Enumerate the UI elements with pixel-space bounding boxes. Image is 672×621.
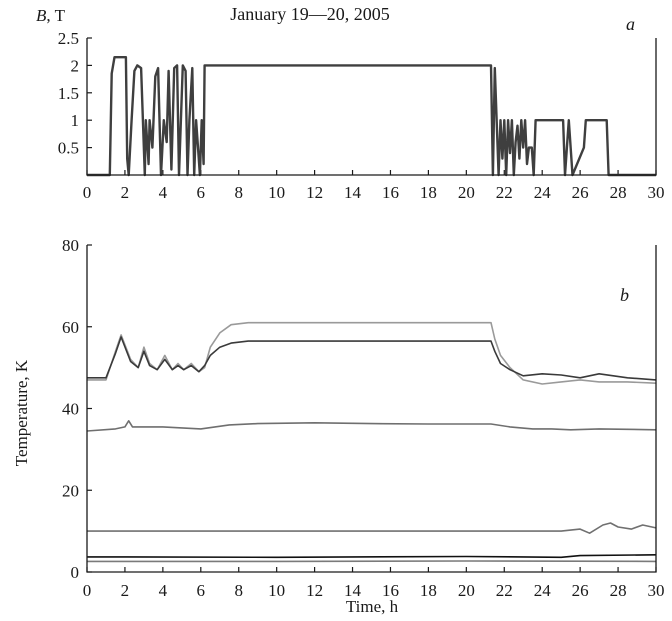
panel-b-ytick-label: 20: [62, 481, 79, 500]
panel-b-xtick-label: 4: [159, 581, 168, 600]
panel-b-xtick-label: 16: [382, 581, 399, 600]
panel-a-xtick-label: 10: [268, 183, 285, 202]
panel-a-xtick-label: 6: [197, 183, 206, 202]
panel-a-xtick-label: 12: [306, 183, 323, 202]
panel-b-series-line-5: [86, 554, 657, 559]
panel-b-ytick-label: 40: [62, 400, 79, 419]
panel-b-ytick-label: 60: [62, 318, 79, 337]
panel-b-series-line-4: [87, 522, 657, 535]
panel-a-magnetic-field: B, T a 0 2 4 6 8 10 12 14 16 18 20 22 24 26 28 300.511.…: [36, 6, 665, 202]
panel-a-series: [87, 56, 656, 177]
panel-a-xtick-label: 0: [83, 183, 92, 202]
panel-b-xtick-label: 18: [420, 581, 437, 600]
panel-a-xtick-label: 18: [420, 183, 437, 202]
panel-a-xtick-label: 16: [382, 183, 399, 202]
panel-b-series-line-2: [87, 336, 657, 381]
panel-a-ytick-label: 1: [71, 111, 80, 130]
panel-a-ytick-label: 2: [71, 56, 80, 75]
panel-b-xlabel: Time, h: [346, 597, 399, 616]
panel-b-xtick-label: 26: [572, 581, 589, 600]
panel-a-xtick-label: 26: [572, 183, 589, 202]
panel-a-ylabel: B, T: [36, 6, 66, 25]
panel-b-xtick-label: 2: [121, 581, 130, 600]
panel-a-xtick-label: 2: [121, 183, 130, 202]
panel-b-letter: b: [620, 285, 629, 305]
panel-a-ylabel-unit: , T: [46, 6, 65, 25]
panel-a-series-line-1: [87, 56, 656, 177]
panel-b-xtick-label: 24: [534, 581, 552, 600]
panel-b-xtick-label: 0: [83, 581, 92, 600]
panel-b-series: [86, 321, 657, 563]
panel-b-ytick-label: 80: [62, 236, 79, 255]
panel-a-ytick-label: 2.5: [58, 29, 79, 48]
panel-a-xtick-label: 20: [458, 183, 475, 202]
panel-b-series-line-1: [87, 321, 657, 385]
panel-a-xtick-label: 8: [234, 183, 243, 202]
figure-title: January 19—20, 2005: [230, 4, 389, 24]
panel-b-xtick-label: 22: [496, 581, 513, 600]
panel-a-ticks: 0 2 4 6 8 10 12 14 16 18 20 22 24 26 28 300.511.522.5: [58, 29, 665, 202]
panel-b-axes: [86, 245, 657, 573]
panel-b-ylabel: Temperature, K: [12, 359, 31, 466]
panel-b-xtick-label: 10: [268, 581, 285, 600]
panel-a-ylabel-var: B: [36, 6, 47, 25]
panel-a-xtick-label: 4: [159, 183, 168, 202]
panel-a-xtick-label: 14: [344, 183, 362, 202]
panel-b-temperature: Temperature, K Time, h b 0 2 4 6 8 10 12 14 16 18…: [12, 236, 665, 616]
panel-a-xtick-label: 30: [648, 183, 665, 202]
panel-a-ytick-label: 0.5: [58, 139, 79, 158]
panel-b-xtick-label: 12: [306, 581, 323, 600]
panel-a-xtick-label: 22: [496, 183, 513, 202]
panel-b-xtick-label: 6: [197, 581, 206, 600]
panel-b-xtick-label: 20: [458, 581, 475, 600]
panel-b-xtick-label: 14: [344, 581, 362, 600]
panel-a-axes: [86, 38, 657, 176]
panel-a-letter: a: [626, 14, 635, 34]
panel-a-xtick-label: 24: [534, 183, 552, 202]
panel-b-xtick-label: 8: [234, 581, 243, 600]
panel-b-xtick-label: 28: [610, 581, 627, 600]
panel-b-xtick-label: 30: [648, 581, 665, 600]
panel-b-series-line-3: [86, 419, 657, 432]
panel-a-xtick-label: 28: [610, 183, 627, 202]
panel-a-ytick-label: 1.5: [58, 84, 79, 103]
panel-b-ytick-label: 0: [71, 563, 80, 582]
